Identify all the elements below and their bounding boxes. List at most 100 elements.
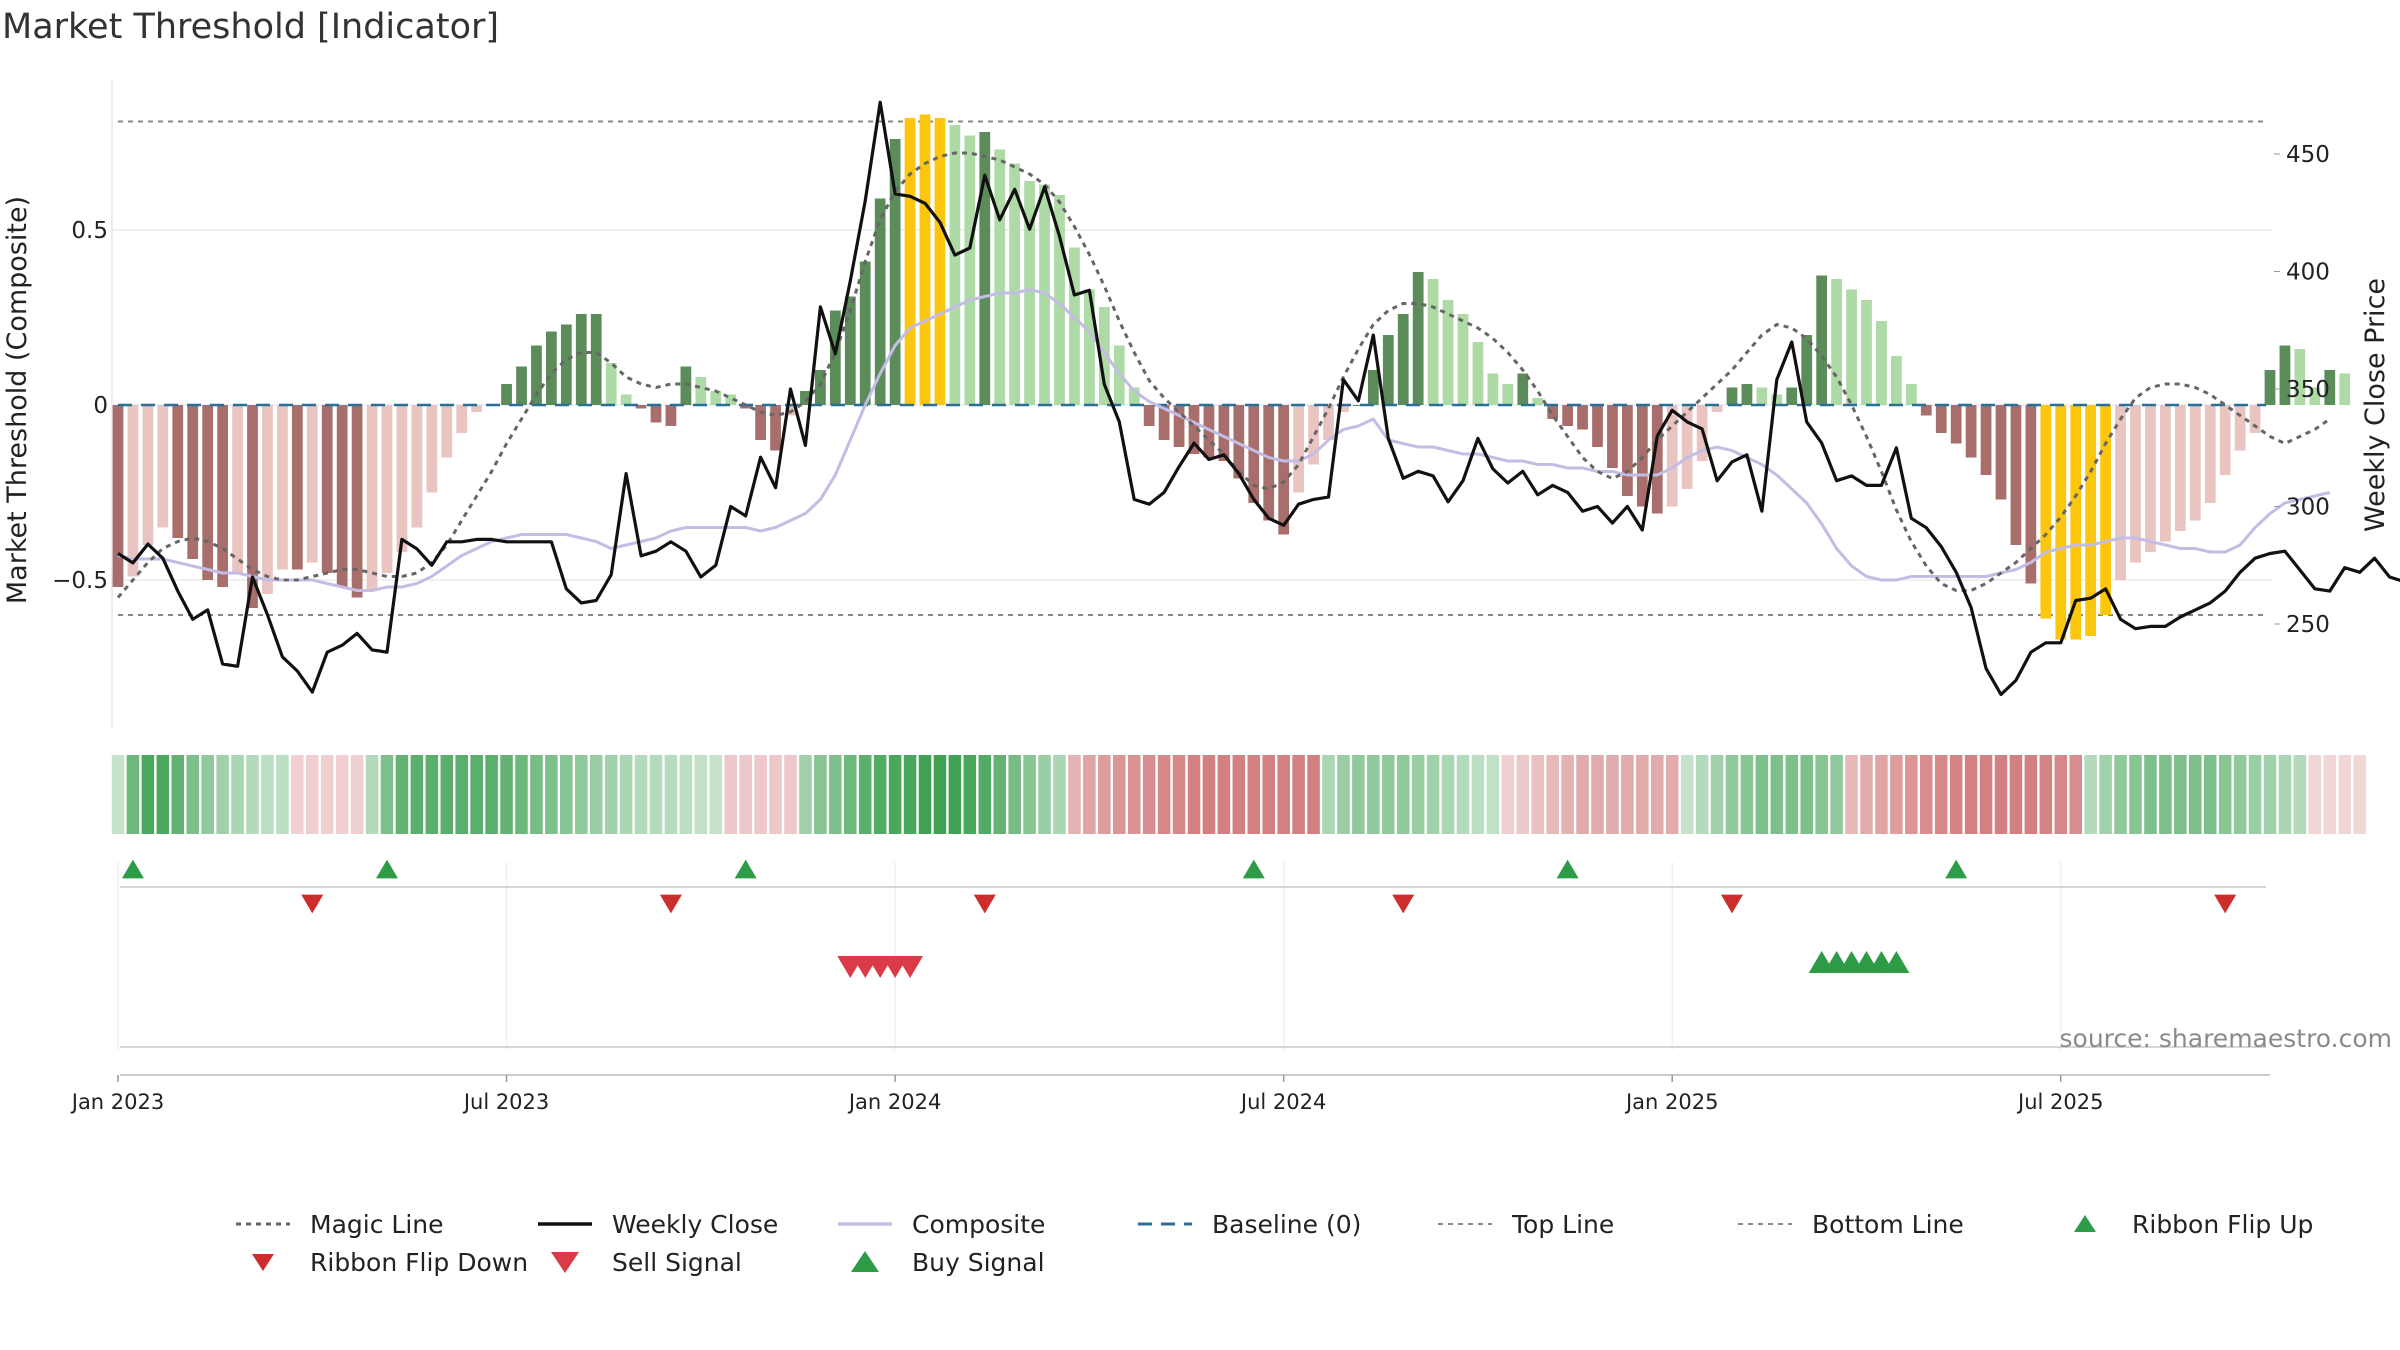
- ribbon-cell: [649, 755, 663, 834]
- composite-bar: [1651, 405, 1663, 514]
- composite-bar: [1786, 387, 1798, 405]
- composite-bar: [1353, 405, 1364, 406]
- composite-bar: [1726, 387, 1738, 405]
- x-tick-label: Jul 2025: [2016, 1090, 2103, 1114]
- ribbon-flip-down-marker: [659, 894, 682, 914]
- ribbon-cell: [918, 755, 932, 834]
- composite-bar: [2100, 405, 2111, 615]
- composite-line: [117, 287, 2331, 592]
- ribbon-cell: [1083, 755, 1096, 834]
- legend-label: Top Line: [1511, 1210, 1614, 1239]
- ribbon-flip-up-marker: [1945, 859, 1968, 879]
- ribbon-cell: [2039, 755, 2053, 834]
- composite-bar: [800, 391, 811, 405]
- ribbon-cell: [2084, 755, 2097, 834]
- composite-bar: [1128, 387, 1140, 405]
- composite-bar: [187, 405, 199, 559]
- composite-bar: [456, 405, 468, 433]
- ribbon-cell: [2189, 755, 2202, 834]
- ribbon-cell: [1934, 755, 1948, 834]
- ribbon-cell: [291, 755, 304, 834]
- ribbon-cell: [1023, 755, 1036, 834]
- composite-bar: [725, 394, 737, 405]
- composite-bar: [1801, 335, 1813, 405]
- composite-bar: [1233, 405, 1245, 479]
- ribbon-cell: [515, 755, 528, 834]
- y-axes: 0.5 0 −0.5 450 400 350 300 250: [52, 142, 2330, 638]
- composite-bar: [2040, 405, 2052, 619]
- composite-bar: [1741, 384, 1753, 405]
- composite-bar: [2189, 405, 2201, 521]
- composite-bar: [1517, 373, 1529, 405]
- ribbon-cell: [664, 755, 678, 834]
- composite-bar: [1846, 289, 1857, 405]
- ribbon-cell: [2308, 755, 2322, 834]
- composite-bar: [172, 405, 184, 538]
- magic-line: [116, 151, 2331, 599]
- ribbon-cell: [2159, 755, 2172, 834]
- ribbon-flip-down-marker: [1721, 894, 1743, 914]
- ribbon-flip-down-marker: [2214, 894, 2237, 914]
- ribbon-cell: [1217, 755, 1231, 834]
- ribbon-cell: [1262, 755, 1275, 834]
- composite-bar: [1098, 307, 1110, 405]
- composite-bar: [336, 405, 348, 587]
- ribbon-cell: [201, 755, 214, 834]
- ribbon-cell: [216, 755, 229, 834]
- ribbon-cell: [963, 755, 977, 834]
- ribbon-cell: [754, 755, 767, 834]
- x-tick-label: Jul 2024: [1239, 1090, 1326, 1114]
- composite-bar: [1666, 405, 1678, 507]
- composite-bar: [919, 114, 931, 405]
- ribbon-cell: [1426, 755, 1440, 834]
- ribbon-cell: [2233, 755, 2247, 834]
- ribbon-cell: [844, 755, 857, 834]
- composite-bar: [1905, 384, 1917, 405]
- composite-bar: [1876, 321, 1887, 405]
- ribbon-cell: [604, 755, 618, 834]
- legend-swatch-flip-down: [252, 1254, 274, 1271]
- ribbon-cell: [1621, 755, 1634, 834]
- ribbon-cell: [1755, 755, 1769, 834]
- composite-bar: [859, 261, 871, 405]
- ribbon-cell: [2278, 755, 2292, 834]
- ribbon-cell: [2293, 755, 2307, 834]
- ribbon-cell: [769, 755, 782, 834]
- ribbon-cell: [933, 755, 947, 834]
- ribbon-cell: [1232, 755, 1246, 834]
- ribbon-cell: [2248, 755, 2262, 834]
- composite-bar: [620, 394, 632, 405]
- ribbon-flip-up-marker: [734, 859, 757, 879]
- legend-label: Sell Signal: [612, 1248, 742, 1277]
- composite-bar: [695, 377, 707, 405]
- weekly-close-line: [117, 100, 2400, 697]
- composite-bar: [575, 314, 587, 405]
- ribbon-cell: [1396, 755, 1410, 834]
- ribbon-strip: [111, 755, 2366, 834]
- composite-bar: [471, 405, 483, 412]
- composite-bar: [1054, 195, 1065, 405]
- composite-bar: [1248, 405, 1260, 503]
- composite-bar: [560, 324, 572, 405]
- composite-bar: [1009, 163, 1021, 405]
- x-tick-label: Jul 2023: [462, 1090, 549, 1114]
- ribbon-cell: [1337, 755, 1350, 834]
- composite-bar: [381, 405, 393, 573]
- composite-bar: [112, 405, 124, 587]
- ribbon-cell: [1636, 755, 1649, 834]
- composite-bar: [1412, 272, 1424, 405]
- ribbon-cell: [440, 755, 454, 834]
- ribbon-cell: [1172, 755, 1186, 834]
- composite-bar: [1965, 405, 1977, 458]
- ribbon-flip-up-marker: [121, 859, 144, 879]
- ribbon-cell: [485, 755, 498, 834]
- ribbon-cell: [500, 755, 513, 834]
- ribbon-cell: [1920, 755, 1933, 834]
- composite-bar: [202, 405, 214, 580]
- ribbon-cell: [694, 755, 708, 834]
- ribbon-cell: [799, 755, 812, 834]
- ribbon-cell: [1068, 755, 1081, 834]
- composite-bar: [1532, 398, 1544, 405]
- composite-bar: [1382, 335, 1394, 405]
- composite-bar: [1442, 300, 1454, 405]
